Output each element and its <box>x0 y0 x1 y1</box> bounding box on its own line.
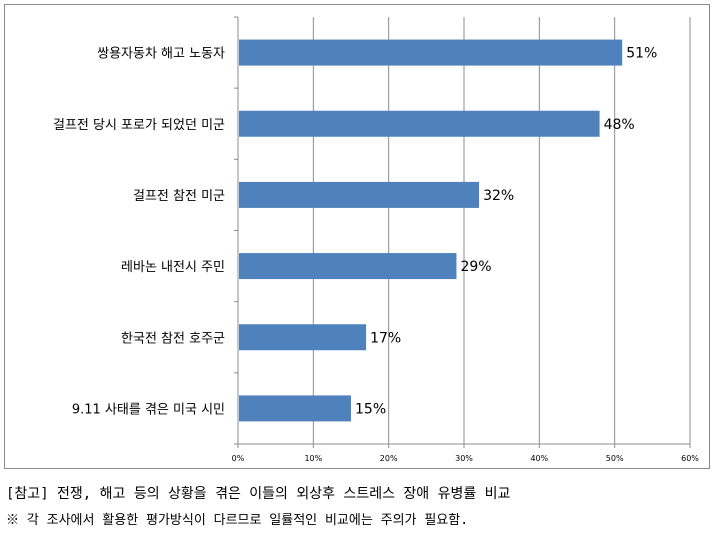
category-label: 레바논 내전시 주민 <box>121 260 225 275</box>
chart-note-comparison: [참고] 전쟁, 해고 등의 상황을 겪은 이들의 외상후 스트레스 장애 유병… <box>6 486 511 502</box>
chart-note-caution: ※ 각 조사에서 활용한 평가방식이 다르므로 일률적인 비교에는 주의가 필요… <box>6 513 469 528</box>
x-tick-label: 0% <box>232 454 245 463</box>
category-label: 걸프전 참전 미군 <box>133 189 225 204</box>
data-label: 17% <box>370 330 401 346</box>
bar-chart: 0% 10% 20% 30% 40% 50% 60% 쌍용자동차 해고 노동자 51% 걸프전 당… <box>53 16 699 463</box>
bar <box>239 110 600 137</box>
bar <box>239 181 480 208</box>
chart-frame: 0% 10% 20% 30% 40% 50% 60% 쌍용자동차 해고 노동자 51% 걸프전 당… <box>4 4 710 469</box>
data-label: 32% <box>483 188 514 204</box>
category-label: 한국전 참전 호주군 <box>121 331 225 346</box>
data-label: 29% <box>460 259 491 275</box>
x-tick-label: 60% <box>681 454 699 463</box>
x-tick-label: 10% <box>304 454 322 463</box>
category-label: 9.11 사태를 겪은 미국 시민 <box>72 402 225 417</box>
data-label: 51% <box>626 46 657 62</box>
x-tick-label: 40% <box>530 454 548 463</box>
bar <box>239 253 457 280</box>
category-label: 걸프전 당시 포로가 되었던 미군 <box>53 118 225 133</box>
x-tick-label: 20% <box>380 454 398 463</box>
category-label: 쌍용자동차 해고 노동자 <box>97 47 225 62</box>
x-tick-label: 50% <box>606 454 624 463</box>
bar <box>239 324 367 351</box>
data-label: 15% <box>355 401 386 417</box>
bar <box>239 39 623 66</box>
data-label: 48% <box>604 117 635 133</box>
x-tick-label: 30% <box>455 454 473 463</box>
bar <box>239 395 351 422</box>
